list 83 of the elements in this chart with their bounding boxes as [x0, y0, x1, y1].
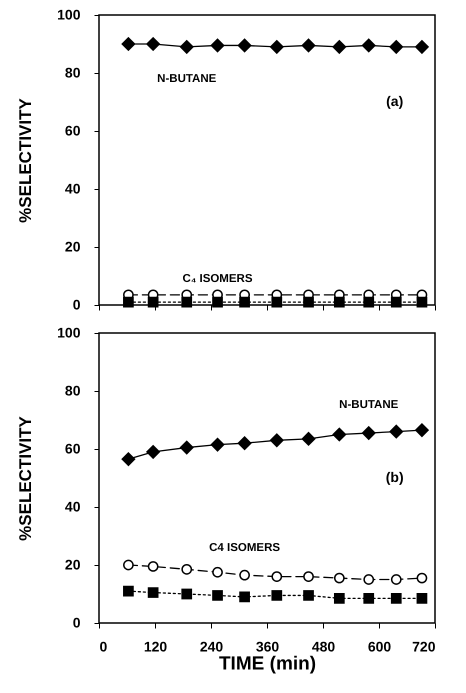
point: [270, 433, 284, 448]
point: [302, 38, 316, 52]
point: [270, 40, 284, 54]
x-tick-label: 360: [256, 638, 280, 654]
annotation: (a): [386, 93, 404, 109]
point: [123, 296, 134, 308]
point: [363, 592, 374, 604]
point: [271, 571, 282, 582]
point: [123, 560, 134, 570]
y-tick-label: 60: [64, 440, 81, 456]
x-tick-label: 120: [144, 638, 168, 654]
point: [122, 37, 136, 51]
y-axis-title: %SELECTIVITY: [16, 97, 36, 223]
point: [334, 572, 345, 584]
y-axis-title: %SELECTIVITY: [16, 415, 36, 541]
point: [238, 38, 252, 52]
point: [212, 566, 223, 578]
series-label: C4 ISOMERS: [209, 542, 280, 554]
x-tick-label: 720: [412, 638, 436, 654]
y-tick-label: 100: [57, 324, 81, 340]
point: [334, 592, 345, 604]
point: [239, 296, 250, 308]
point: [362, 426, 376, 440]
point: [416, 592, 428, 604]
point: [181, 296, 192, 308]
point: [212, 296, 223, 308]
point: [332, 40, 346, 54]
point: [146, 445, 160, 459]
series-label: N-BUTANE: [339, 399, 399, 412]
point: [210, 438, 224, 452]
x-tick-label: 600: [368, 638, 392, 654]
point: [303, 296, 314, 308]
point: [180, 40, 194, 54]
series-label: C₄ ISOMERS: [182, 272, 253, 285]
point: [303, 590, 314, 601]
y-tick-label: 80: [64, 64, 81, 80]
point: [212, 590, 223, 601]
point: [415, 40, 429, 54]
point: [181, 588, 192, 600]
series-label: N-BUTANE: [157, 72, 217, 85]
point: [389, 424, 404, 438]
point: [210, 38, 224, 52]
point: [389, 40, 404, 54]
point: [390, 296, 402, 308]
point: [123, 586, 134, 596]
point: [332, 428, 346, 442]
point: [302, 432, 316, 446]
point: [416, 572, 428, 584]
point: [390, 592, 402, 604]
y-tick-label: 100: [57, 6, 81, 22]
point: [239, 570, 250, 580]
y-tick-label: 0: [72, 614, 81, 630]
point: [239, 592, 250, 602]
x-tick-label: 0: [100, 638, 108, 654]
annotation: (b): [386, 469, 404, 485]
point: [271, 296, 282, 308]
point: [181, 564, 192, 575]
point: [334, 296, 345, 308]
point: [363, 574, 374, 585]
point: [416, 296, 428, 308]
y-tick-label: 20: [64, 238, 81, 254]
y-tick-label: 20: [64, 556, 81, 572]
x-tick-label: 480: [312, 638, 336, 654]
point: [148, 561, 158, 572]
point: [390, 574, 402, 585]
y-tick-label: 0: [72, 296, 81, 312]
point: [363, 296, 374, 308]
point: [122, 452, 136, 466]
point: [303, 571, 314, 582]
y-tick-label: 40: [64, 498, 81, 514]
point: [362, 38, 376, 52]
x-axis-title: TIME (min): [218, 654, 316, 674]
y-tick-label: 80: [64, 382, 81, 398]
point: [148, 587, 158, 598]
point: [238, 436, 252, 450]
point: [271, 590, 282, 601]
point: [148, 296, 158, 308]
y-tick-label: 40: [64, 180, 81, 196]
point: [180, 440, 194, 454]
point: [146, 37, 160, 51]
y-tick-label: 60: [64, 122, 81, 138]
point: [415, 423, 429, 438]
x-tick-label: 240: [200, 638, 224, 654]
